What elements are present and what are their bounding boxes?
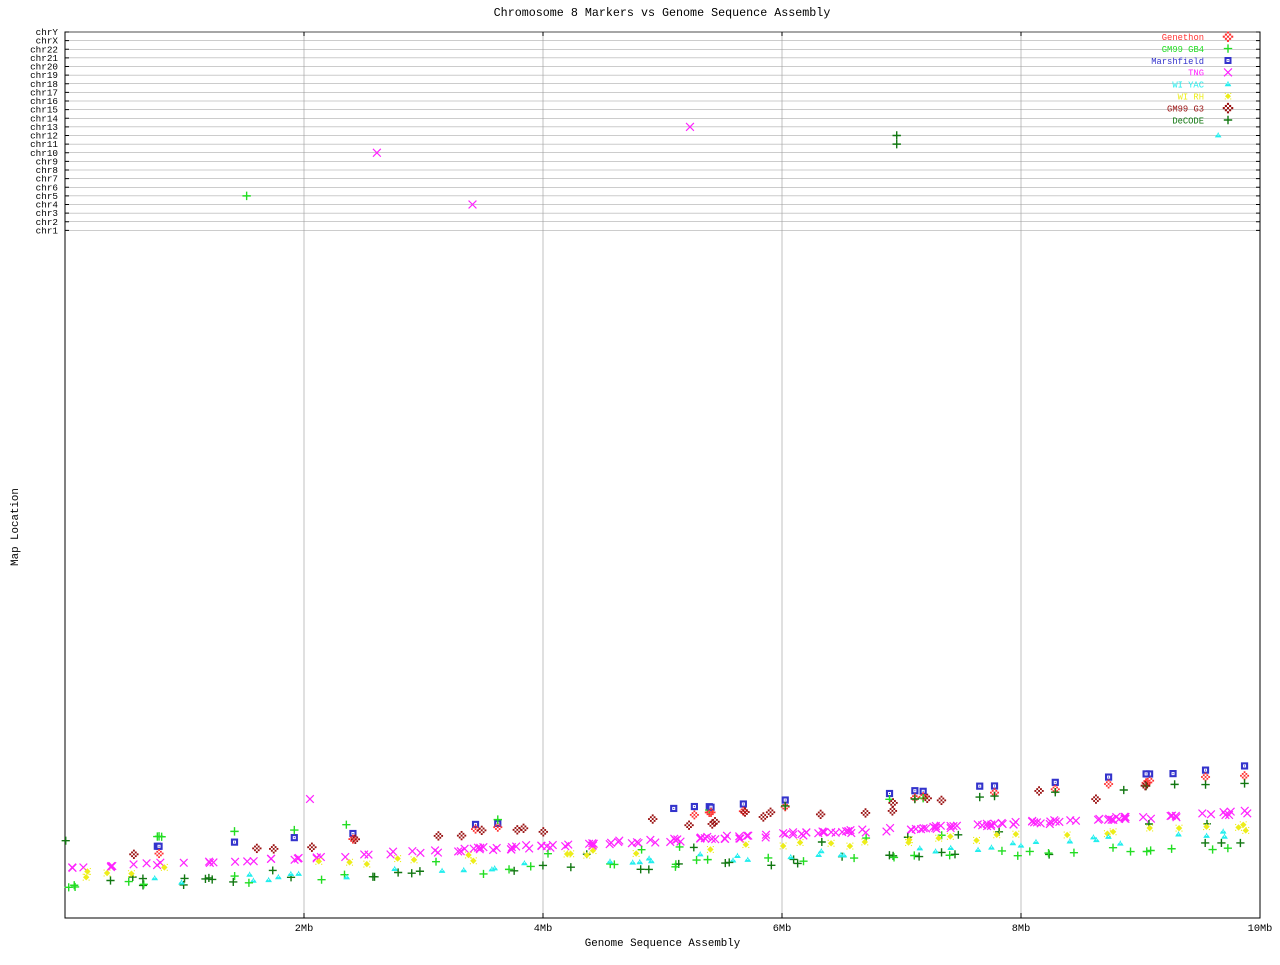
svg-text:Map Location: Map Location [10,488,22,566]
svg-text:GM99 G3: GM99 G3 [1167,104,1204,114]
svg-text:Genethon: Genethon [1162,33,1204,43]
svg-text:GM99 GB4: GM99 GB4 [1162,45,1204,55]
svg-text:DeCODE: DeCODE [1172,116,1204,126]
svg-text:Genome Sequence Assembly: Genome Sequence Assembly [585,938,741,950]
svg-text:WI YAC: WI YAC [1172,81,1204,91]
svg-text:2Mb: 2Mb [295,923,314,935]
svg-text:Chromosome 8 Markers vs Genome: Chromosome 8 Markers vs Genome Sequence … [494,6,831,20]
svg-text:TNG: TNG [1188,69,1204,79]
svg-text:10Mb: 10Mb [1248,923,1273,935]
svg-text:4Mb: 4Mb [534,923,553,935]
svg-text:8Mb: 8Mb [1012,923,1031,935]
svg-text:chr1: chr1 [36,225,59,236]
svg-text:6Mb: 6Mb [773,923,792,935]
svg-text:WI RH: WI RH [1178,93,1204,103]
svg-text:Marshfield: Marshfield [1151,57,1204,67]
